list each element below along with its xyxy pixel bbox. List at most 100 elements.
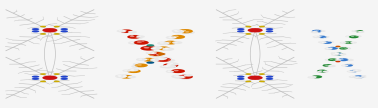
Circle shape	[180, 77, 191, 80]
Circle shape	[335, 46, 341, 47]
Circle shape	[324, 48, 333, 50]
Circle shape	[54, 81, 60, 82]
Circle shape	[129, 76, 132, 77]
Circle shape	[174, 30, 177, 31]
Circle shape	[54, 73, 60, 75]
Circle shape	[345, 42, 353, 44]
Circle shape	[166, 65, 170, 67]
Circle shape	[134, 40, 149, 45]
Circle shape	[60, 78, 68, 80]
Circle shape	[323, 37, 325, 38]
Circle shape	[322, 42, 324, 43]
Circle shape	[245, 33, 251, 35]
Circle shape	[326, 41, 334, 43]
Circle shape	[340, 54, 342, 55]
Circle shape	[153, 47, 157, 48]
Circle shape	[339, 47, 348, 50]
Circle shape	[259, 33, 265, 35]
Circle shape	[340, 58, 346, 60]
Circle shape	[237, 28, 245, 30]
Circle shape	[356, 76, 359, 77]
Circle shape	[171, 75, 183, 78]
Circle shape	[127, 69, 141, 73]
Circle shape	[347, 64, 350, 65]
Circle shape	[339, 53, 346, 55]
Circle shape	[322, 64, 332, 67]
Circle shape	[316, 30, 319, 31]
Circle shape	[347, 71, 353, 72]
Circle shape	[150, 52, 162, 56]
Circle shape	[122, 76, 127, 77]
Circle shape	[32, 76, 39, 78]
Circle shape	[335, 61, 341, 62]
Circle shape	[319, 70, 322, 71]
Circle shape	[32, 30, 39, 32]
Circle shape	[328, 48, 335, 50]
Circle shape	[324, 65, 328, 66]
Circle shape	[40, 81, 46, 82]
Circle shape	[181, 75, 186, 77]
Circle shape	[330, 47, 333, 48]
Circle shape	[128, 31, 137, 33]
Circle shape	[142, 58, 155, 62]
Circle shape	[118, 30, 122, 31]
Circle shape	[237, 30, 245, 32]
Circle shape	[342, 47, 348, 48]
Circle shape	[310, 76, 316, 78]
Circle shape	[150, 47, 161, 50]
Circle shape	[130, 69, 134, 70]
Circle shape	[343, 47, 345, 48]
Circle shape	[266, 76, 273, 78]
Circle shape	[355, 30, 363, 32]
Circle shape	[354, 75, 364, 78]
Circle shape	[338, 58, 349, 61]
Circle shape	[321, 42, 326, 43]
Circle shape	[344, 41, 353, 44]
Circle shape	[158, 58, 162, 59]
Circle shape	[32, 78, 39, 80]
Circle shape	[163, 66, 172, 68]
Circle shape	[153, 48, 156, 49]
Circle shape	[185, 31, 189, 33]
Circle shape	[316, 71, 322, 73]
Circle shape	[339, 53, 346, 55]
Circle shape	[333, 52, 336, 53]
Circle shape	[172, 41, 182, 44]
Circle shape	[134, 65, 138, 67]
Circle shape	[169, 63, 174, 64]
Circle shape	[350, 71, 352, 72]
Circle shape	[248, 76, 263, 80]
Circle shape	[320, 41, 322, 42]
Circle shape	[136, 35, 145, 38]
Circle shape	[336, 59, 339, 60]
Circle shape	[172, 37, 181, 39]
Circle shape	[326, 48, 329, 49]
Circle shape	[327, 65, 336, 67]
Circle shape	[327, 41, 330, 42]
Circle shape	[115, 74, 127, 78]
Circle shape	[318, 36, 327, 38]
Circle shape	[133, 63, 143, 66]
Circle shape	[356, 77, 358, 78]
Circle shape	[120, 75, 133, 79]
Circle shape	[144, 59, 149, 60]
Circle shape	[163, 65, 176, 68]
Circle shape	[166, 71, 174, 73]
Circle shape	[178, 29, 193, 33]
Circle shape	[130, 31, 133, 32]
Circle shape	[349, 71, 355, 73]
Circle shape	[324, 65, 332, 67]
Circle shape	[341, 64, 348, 67]
Circle shape	[147, 52, 150, 53]
Circle shape	[330, 59, 333, 60]
Circle shape	[174, 70, 179, 71]
Circle shape	[153, 52, 157, 53]
Circle shape	[160, 65, 170, 68]
Circle shape	[158, 53, 166, 55]
Circle shape	[351, 30, 358, 32]
Circle shape	[128, 41, 140, 45]
Circle shape	[352, 42, 354, 43]
Circle shape	[166, 64, 171, 66]
Circle shape	[245, 26, 251, 27]
Circle shape	[123, 75, 126, 76]
